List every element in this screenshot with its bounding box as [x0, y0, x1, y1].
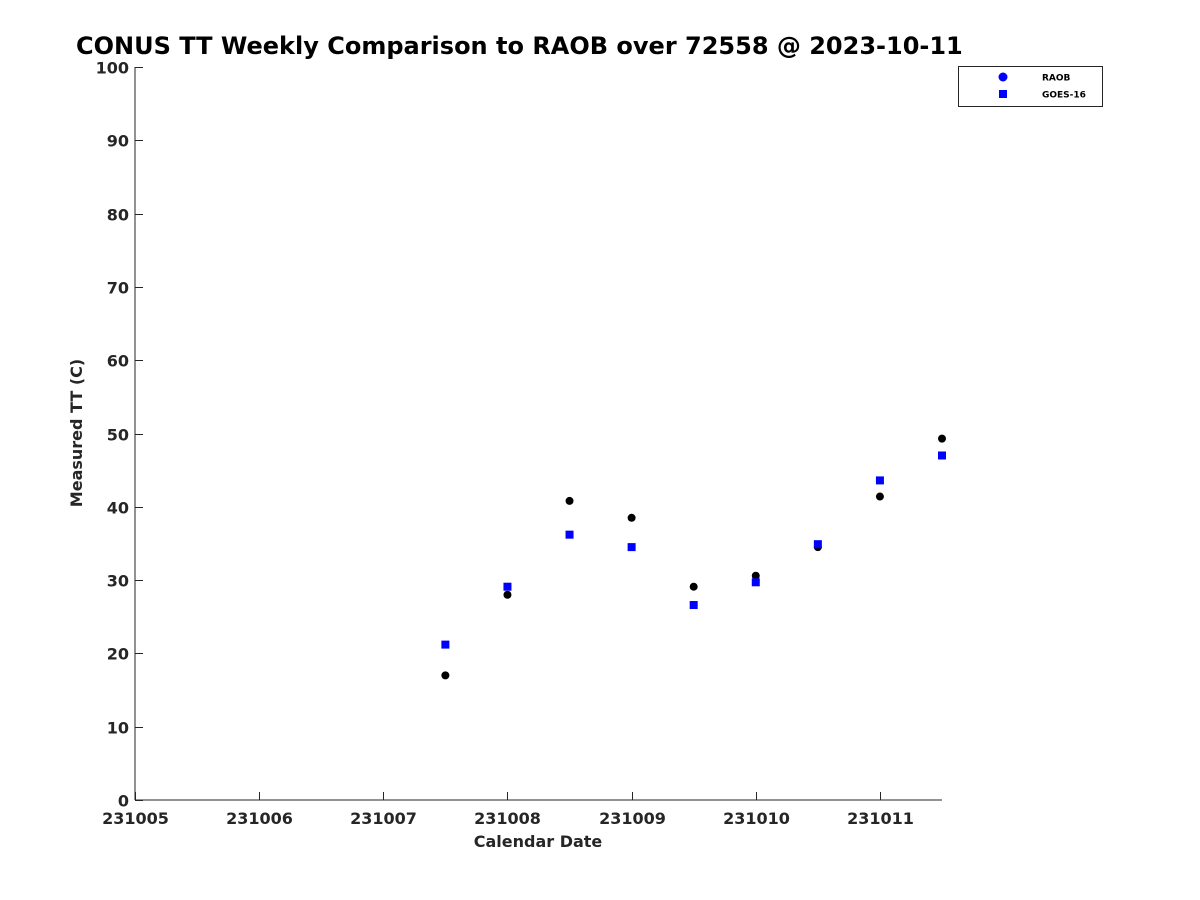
- x-tick-label: 231005: [102, 809, 169, 828]
- legend-label: GOES-16: [1042, 91, 1086, 101]
- data-point-goes-16: [938, 451, 946, 460]
- chart-title: CONUS TT Weekly Comparison to RAOB over …: [76, 32, 963, 60]
- data-point-goes-16: [689, 601, 698, 610]
- y-tick-label: 30: [107, 572, 129, 591]
- y-tick-label: 10: [107, 719, 129, 738]
- data-point-raob: [441, 671, 450, 680]
- y-tick-label: 0: [118, 792, 129, 811]
- x-tick-label: 231006: [226, 809, 293, 828]
- data-point-goes-16: [441, 640, 450, 649]
- data-point-goes-16: [627, 543, 636, 552]
- legend: RAOB GOES-16: [958, 66, 1103, 107]
- data-point-goes-16: [565, 530, 574, 539]
- data-point-raob: [689, 582, 698, 591]
- legend-box: [958, 66, 1103, 107]
- x-axis-label: Calendar Date: [474, 832, 603, 851]
- data-point-goes-16: [503, 582, 512, 591]
- x-tick-label: 231009: [599, 809, 666, 828]
- y-tick-label: 90: [107, 132, 129, 151]
- data-point-raob: [627, 513, 636, 522]
- y-tick-label: 50: [107, 426, 129, 445]
- legend-marker-circle: [998, 72, 1008, 82]
- y-tick-label: 60: [107, 352, 129, 371]
- x-tick-label: 231010: [723, 809, 790, 828]
- data-point-raob: [875, 492, 884, 501]
- axes: 0 10 20 30 40 50 60 70 80 90 100 231005 231006 231007…: [96, 59, 942, 828]
- y-tick-label: 40: [107, 499, 129, 518]
- data-point-raob: [751, 571, 760, 580]
- data-point-raob: [565, 496, 574, 505]
- data-point-goes-16: [875, 476, 884, 485]
- x-tick-label: 231008: [474, 809, 541, 828]
- data-point-goes-16: [813, 540, 822, 549]
- legend-label: RAOB: [1042, 74, 1071, 84]
- data-point-raob: [938, 434, 946, 443]
- x-tick-label: 231011: [847, 809, 914, 828]
- data-point-goes-16: [751, 578, 760, 587]
- y-tick-label: 20: [107, 645, 129, 664]
- x-tick-label: 231007: [350, 809, 417, 828]
- data-points: [441, 434, 946, 680]
- y-tick-label: 70: [107, 279, 129, 298]
- legend-marker-square: [999, 90, 1007, 98]
- y-tick-label: 100: [96, 59, 129, 78]
- y-tick-label: 80: [107, 206, 129, 225]
- y-axis-label: Measured TT (C): [67, 359, 86, 507]
- data-point-raob: [503, 590, 512, 599]
